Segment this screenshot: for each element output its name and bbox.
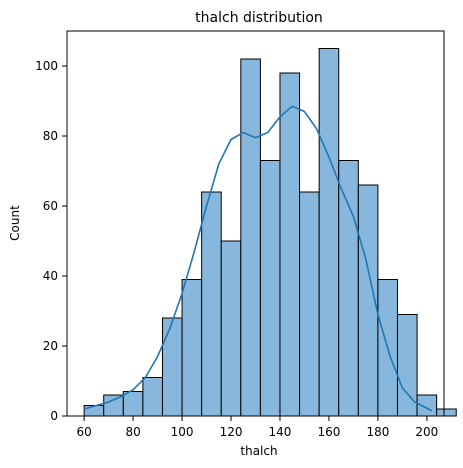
kde-curve [83,105,433,412]
y-tick-label-2: 20 [43,339,58,353]
y-axis-label: Count [8,205,22,241]
x-tick-label-3: 100 [171,425,194,439]
chart-title: thalch distribution [195,10,323,26]
histogram-bar-6 [181,279,203,417]
histogram-bar-4 [142,377,163,417]
histogram-bar-8 [220,240,242,417]
x-tick-label-6: 160 [317,425,340,439]
histogram-bar-5 [161,317,183,417]
histogram-bar-12 [299,191,320,417]
histogram-bar-14 [338,160,359,417]
x-tick-label-1: 60 [76,425,91,439]
x-tick-label-5: 140 [269,425,292,439]
y-tick-label-3: 40 [43,269,58,283]
histogram-bar-7 [201,191,222,417]
x-axis: 60 80 100 120 140 160 180 200 [76,416,438,439]
y-tick-label-1: 0 [50,409,58,423]
histogram-bar-19 [436,408,457,417]
histogram-bar-2 [103,394,124,417]
x-tick-label-8: 200 [415,425,438,439]
y-tick-label-5: 80 [43,129,58,143]
y-tick-label-6: 100 [35,59,58,73]
x-tick-label-2: 80 [125,425,140,439]
x-tick-label-7: 180 [366,425,389,439]
y-axis: 0 20 40 60 80 100 [35,59,67,423]
histogram-bar-11 [279,72,301,417]
x-axis-label: thalch [240,444,277,458]
y-tick-label-4: 60 [43,199,58,213]
plot-area [66,30,457,417]
histogram-bar-9 [240,58,261,417]
histogram-bar-1 [83,405,105,417]
histogram-bar-10 [259,160,281,417]
plot-frame [66,30,445,417]
histogram-bar-13 [318,48,340,417]
x-tick-label-4: 120 [220,425,243,439]
histogram-bar-3 [122,391,144,417]
